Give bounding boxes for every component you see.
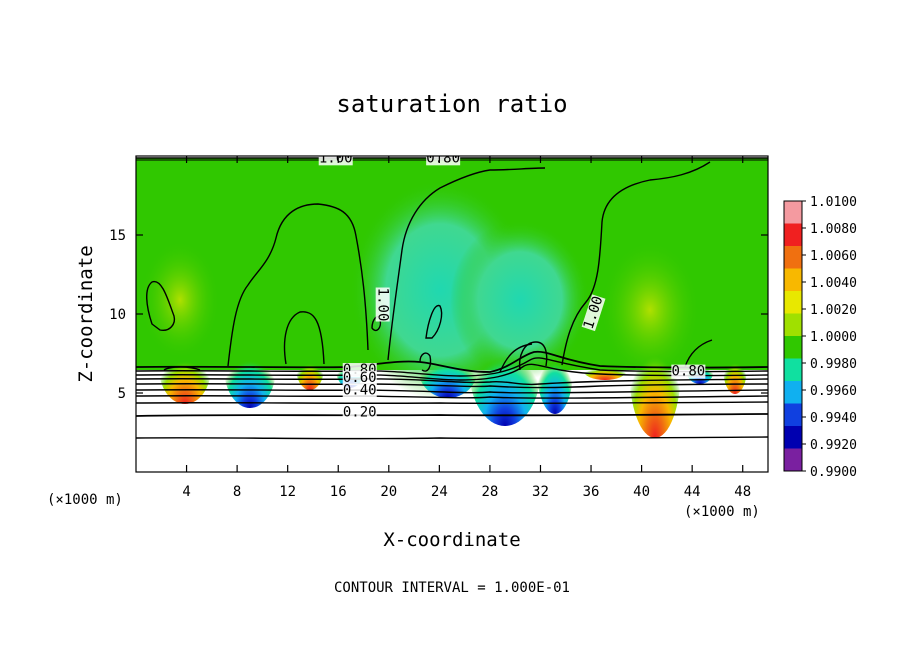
y-axis-label: Z-coordinate [75,245,97,382]
colorbar-swatch [784,336,802,359]
contour-line [387,167,546,361]
y-tick-label: 5 [118,386,126,402]
field-high-cell [159,332,211,404]
contour-line [136,413,768,417]
colorbar-tick-label: 0.9920 [810,438,857,453]
contour-labels: 1.00 0.801.00 1.000.800.800.600.400.20 [318,150,706,421]
x-tick-label: 48 [734,484,751,500]
field-low-cell [469,310,541,426]
contour-line [425,304,443,339]
x-unit-right: (×1000 m) [684,504,760,520]
x-tick-label: 32 [532,484,549,500]
colorbar-swatch [784,448,802,472]
contour-label-bg [581,294,606,332]
colorbar-swatch [784,201,802,224]
contour-line [561,161,711,366]
contour-line [136,436,768,440]
colorbar-swatch [784,358,802,382]
colorbar-tick-label: 0.9980 [810,357,857,372]
colorbar-swatch [784,223,802,247]
contour-label-bg [426,156,461,166]
x-tick-label: 28 [481,484,498,500]
colorbar-tick-label: 1.0100 [810,195,857,210]
colorbar-tick-label: 1.0060 [810,249,857,264]
colorbar-tick-label: 1.0040 [810,276,857,291]
contour-line [684,339,713,368]
contour-label: 1.00 [375,288,391,322]
contour-label: 0.20 [343,405,377,421]
x-tick-label: 40 [633,484,650,500]
x-axis-label: X-coordinate [383,529,520,551]
contour-line [136,378,768,386]
x-tick-label: 20 [380,484,397,500]
contour-label-bg [342,383,377,398]
contour-line [136,357,768,377]
x-tick-label: 24 [431,484,448,500]
contour-interval-note: CONTOUR INTERVAL = 1.000E-01 [334,580,570,596]
contour-label: 0.60 [343,370,377,386]
contour-line [499,343,533,373]
colorbar-swatch [784,268,802,292]
contour-line [227,203,369,367]
colorbar-swatch [784,291,802,314]
contour-label-bg [342,370,377,385]
contour-line [283,311,325,365]
chart-title: saturation ratio [336,90,567,118]
x-axis: 4 8 12 16 20 24 28 32 36 40 44 48 [182,156,751,500]
field-plot-area: 1.00 0.801.00 1.000.800.800.600.400.20 [136,150,768,472]
contour-label-bg [318,156,353,166]
contour-line [146,280,176,331]
colorbar-swatch [784,246,802,269]
contour-line [136,363,768,381]
x-tick-label: 36 [583,484,600,500]
colorbar-tick-label: 1.0080 [810,222,857,237]
x-unit-left: (×1000 m) [47,492,123,508]
x-tick-label: 4 [182,484,190,500]
contour-line [136,383,768,389]
y-tick-label: 15 [109,228,126,244]
contour-line [136,350,768,373]
contour-line [136,389,768,394]
contour-label: 0.40 [343,383,377,399]
colorbar-tick-label: 0.9960 [810,384,857,399]
x-tick-label: 16 [330,484,347,500]
colorbar-swatch [784,381,802,404]
colorbar-tick-label: 0.9940 [810,411,857,426]
contour-label: 0.80 [426,150,460,166]
contour-label-bg [342,405,377,420]
y-tick-label: 10 [109,307,126,323]
colorbar-swatch [784,426,802,449]
contour-label: 0.80 [672,364,706,380]
y-axis: 5 10 15 [109,228,768,402]
contour-label-bg [671,364,706,379]
colorbar-swatch [784,403,802,427]
colorbar-tick-label: 1.0000 [810,330,857,345]
contour-label: 1.00 [319,150,353,166]
contour-label-bg [375,287,390,322]
field-low-cell [418,338,478,398]
field-low-cell [224,328,276,408]
colorbar-tick-label: 1.0020 [810,303,857,318]
x-tick-label: 44 [684,484,701,500]
colorbar-swatch [784,313,802,337]
colorbar-tick-label: 0.9900 [810,465,857,480]
x-tick-label: 8 [233,484,241,500]
contour-line [136,395,768,399]
colorbar: 1.0100 1.0080 1.0060 1.0040 1.0020 1.0000 0.99… [783,195,857,480]
x-tick-label: 12 [279,484,296,500]
contour-line [419,352,432,372]
contour-line [136,401,768,405]
contour-line [518,341,548,371]
